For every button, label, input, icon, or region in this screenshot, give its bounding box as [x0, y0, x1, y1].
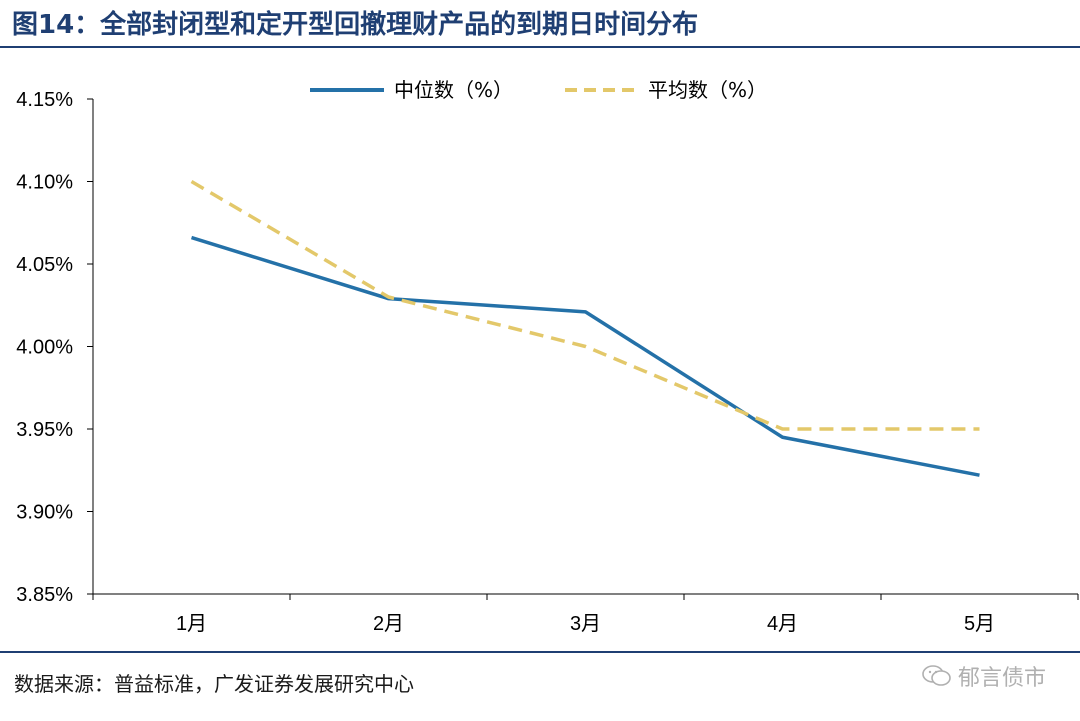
y-tick-label: 3.95% — [16, 419, 73, 441]
watermark-text: 郁言债市 — [957, 666, 1046, 691]
line-chart: 3.85% 3.90% 3.95% 4.00% 4.05% 4.10% 4.15% 1月 2月 3… — [16, 78, 1079, 635]
y-tick-label: 4.00% — [16, 337, 73, 359]
legend-label-median: 中位数（%） — [394, 78, 513, 102]
x-tick-label: 4月 — [767, 613, 798, 635]
wechat-icon — [922, 665, 951, 686]
y-tick-label: 4.10% — [16, 172, 73, 194]
figure-title: 图14：全部封闭型和定开型回撤理财产品的到期日时间分布 — [12, 10, 699, 40]
x-tick-label: 3月 — [570, 613, 601, 635]
x-tick-label: 1月 — [176, 613, 207, 635]
footer-divider — [0, 651, 1080, 653]
x-tick-label: 5月 — [964, 613, 995, 635]
title-bar: 图14：全部封闭型和定开型回撤理财产品的到期日时间分布 — [0, 0, 1080, 46]
y-tick-label: 4.05% — [16, 254, 73, 276]
series-line-mean — [190, 179, 980, 431]
source-note: 数据来源：普益标准，广发证券发展研究中心 — [14, 672, 414, 696]
series-line-median — [190, 235, 980, 477]
watermark: 郁言债市 — [922, 660, 1046, 692]
y-tick-label: 4.15% — [16, 89, 73, 111]
y-tick-label: 3.85% — [16, 584, 73, 606]
legend-label-mean: 平均数（%） — [648, 78, 767, 102]
y-tick-label: 3.90% — [16, 502, 73, 524]
x-tick-label: 2月 — [373, 613, 404, 635]
title-divider — [0, 46, 1080, 48]
